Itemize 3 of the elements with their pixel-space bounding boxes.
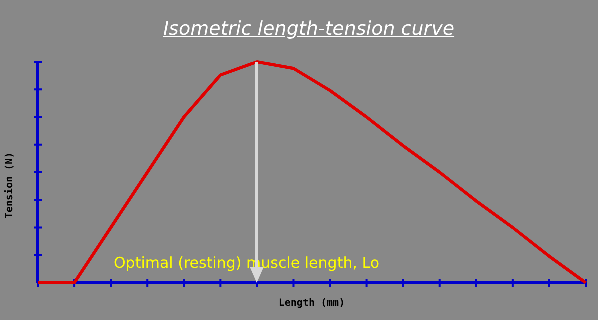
- x-axis-title: Length (mm): [278, 298, 346, 309]
- y-axis-title: Tension (N): [4, 151, 16, 221]
- chart-title: Isometric length-tension curve: [162, 18, 456, 40]
